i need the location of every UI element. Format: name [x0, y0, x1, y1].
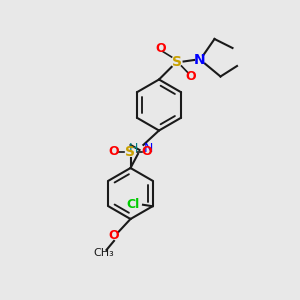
Text: O: O [185, 70, 196, 83]
Text: S: S [172, 55, 182, 68]
Text: CH₃: CH₃ [93, 248, 114, 259]
Text: O: O [109, 145, 119, 158]
Text: O: O [155, 41, 166, 55]
Text: Cl: Cl [127, 198, 140, 211]
Text: O: O [109, 229, 119, 242]
Text: S: S [125, 145, 136, 158]
Text: H: H [129, 142, 138, 155]
Text: O: O [142, 145, 152, 158]
Text: N: N [143, 142, 153, 155]
Text: N: N [194, 53, 205, 67]
